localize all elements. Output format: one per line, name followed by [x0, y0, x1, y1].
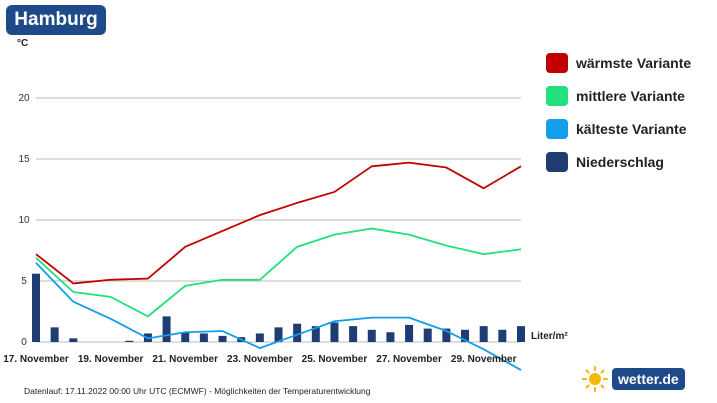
precip-bar: [330, 322, 339, 342]
precip-bar: [50, 327, 59, 342]
y-tick-label: 5: [21, 276, 27, 287]
legend-label-warm: wärmste Variante: [576, 54, 692, 71]
legend-item-cold: kälteste Variante: [546, 112, 691, 145]
series-line-0: [35, 161, 522, 285]
x-tick-label: 21. November: [152, 354, 218, 365]
precip-bar: [125, 340, 134, 342]
y-tick-label: 15: [18, 154, 30, 165]
y-axis-label: °C: [17, 38, 28, 49]
x-tick-label: 19. November: [78, 354, 144, 365]
precip-axis-label: Liter/m²: [531, 331, 568, 342]
precip-bar: [498, 329, 507, 342]
x-tick-labels: 17. November 19. November 21. November 23. …: [3, 354, 516, 365]
precip-bar: [367, 329, 376, 342]
y-tick-label: 10: [18, 215, 30, 226]
legend-item-mid: mittlere Variante: [546, 79, 691, 112]
precip-bar: [461, 329, 470, 342]
precip-bar: [274, 327, 283, 342]
legend-item-precip: Niederschlag: [546, 145, 691, 178]
precip-bar: [311, 326, 320, 342]
precip-bar: [423, 328, 432, 342]
sun-icon: [582, 366, 608, 392]
precip-bar: [442, 328, 451, 342]
x-tick-label: 23. November: [227, 354, 293, 365]
legend: wärmste Variante mittlere Variante kälte…: [546, 46, 691, 178]
x-tick-label: 25. November: [302, 354, 368, 365]
precip-bar: [255, 333, 264, 342]
precip-bar: [218, 335, 227, 342]
legend-swatch-warm: [546, 52, 568, 73]
precip-bar: [69, 338, 78, 342]
legend-item-warm: wärmste Variante: [546, 46, 691, 79]
wetter-logo[interactable]: wetter.de: [582, 366, 685, 392]
grid-lines: [36, 97, 521, 343]
precip-bar: [479, 326, 488, 342]
legend-swatch-cold: [546, 118, 568, 139]
precip-bar: [517, 326, 525, 342]
precip-bar: [32, 273, 40, 342]
legend-label-mid: mittlere Variante: [576, 87, 685, 104]
series-line-1: [35, 227, 522, 318]
city-title: Hamburg: [6, 5, 106, 35]
legend-label-cold: kälteste Variante: [576, 120, 687, 137]
y-tick-label: 0: [21, 337, 27, 348]
legend-label-precip: Niederschlag: [576, 153, 664, 170]
precip-bar: [386, 332, 395, 342]
footer-source: Datenlauf: 17.11.2022 00:00 Uhr UTC (ECM…: [24, 386, 371, 396]
precip-bar: [293, 323, 302, 342]
x-tick-label: 29. November: [451, 354, 517, 365]
x-tick-label: 27. November: [376, 354, 442, 365]
precip-bar: [405, 324, 414, 342]
y-tick-label: 20: [18, 93, 30, 104]
series-lines: [35, 161, 522, 371]
y-tick-labels: 0 5 10 15 20: [18, 93, 30, 348]
legend-swatch-mid: [546, 85, 568, 106]
logo-text: wetter.de: [612, 368, 685, 390]
series-line-2: [35, 262, 522, 371]
precip-bar: [181, 332, 190, 342]
x-tick-label: 17. November: [3, 354, 69, 365]
precip-bars: [32, 273, 525, 342]
precip-bar: [199, 333, 208, 342]
precip-bar: [349, 326, 358, 342]
legend-swatch-precip: [546, 151, 568, 172]
precip-bar: [162, 316, 171, 342]
